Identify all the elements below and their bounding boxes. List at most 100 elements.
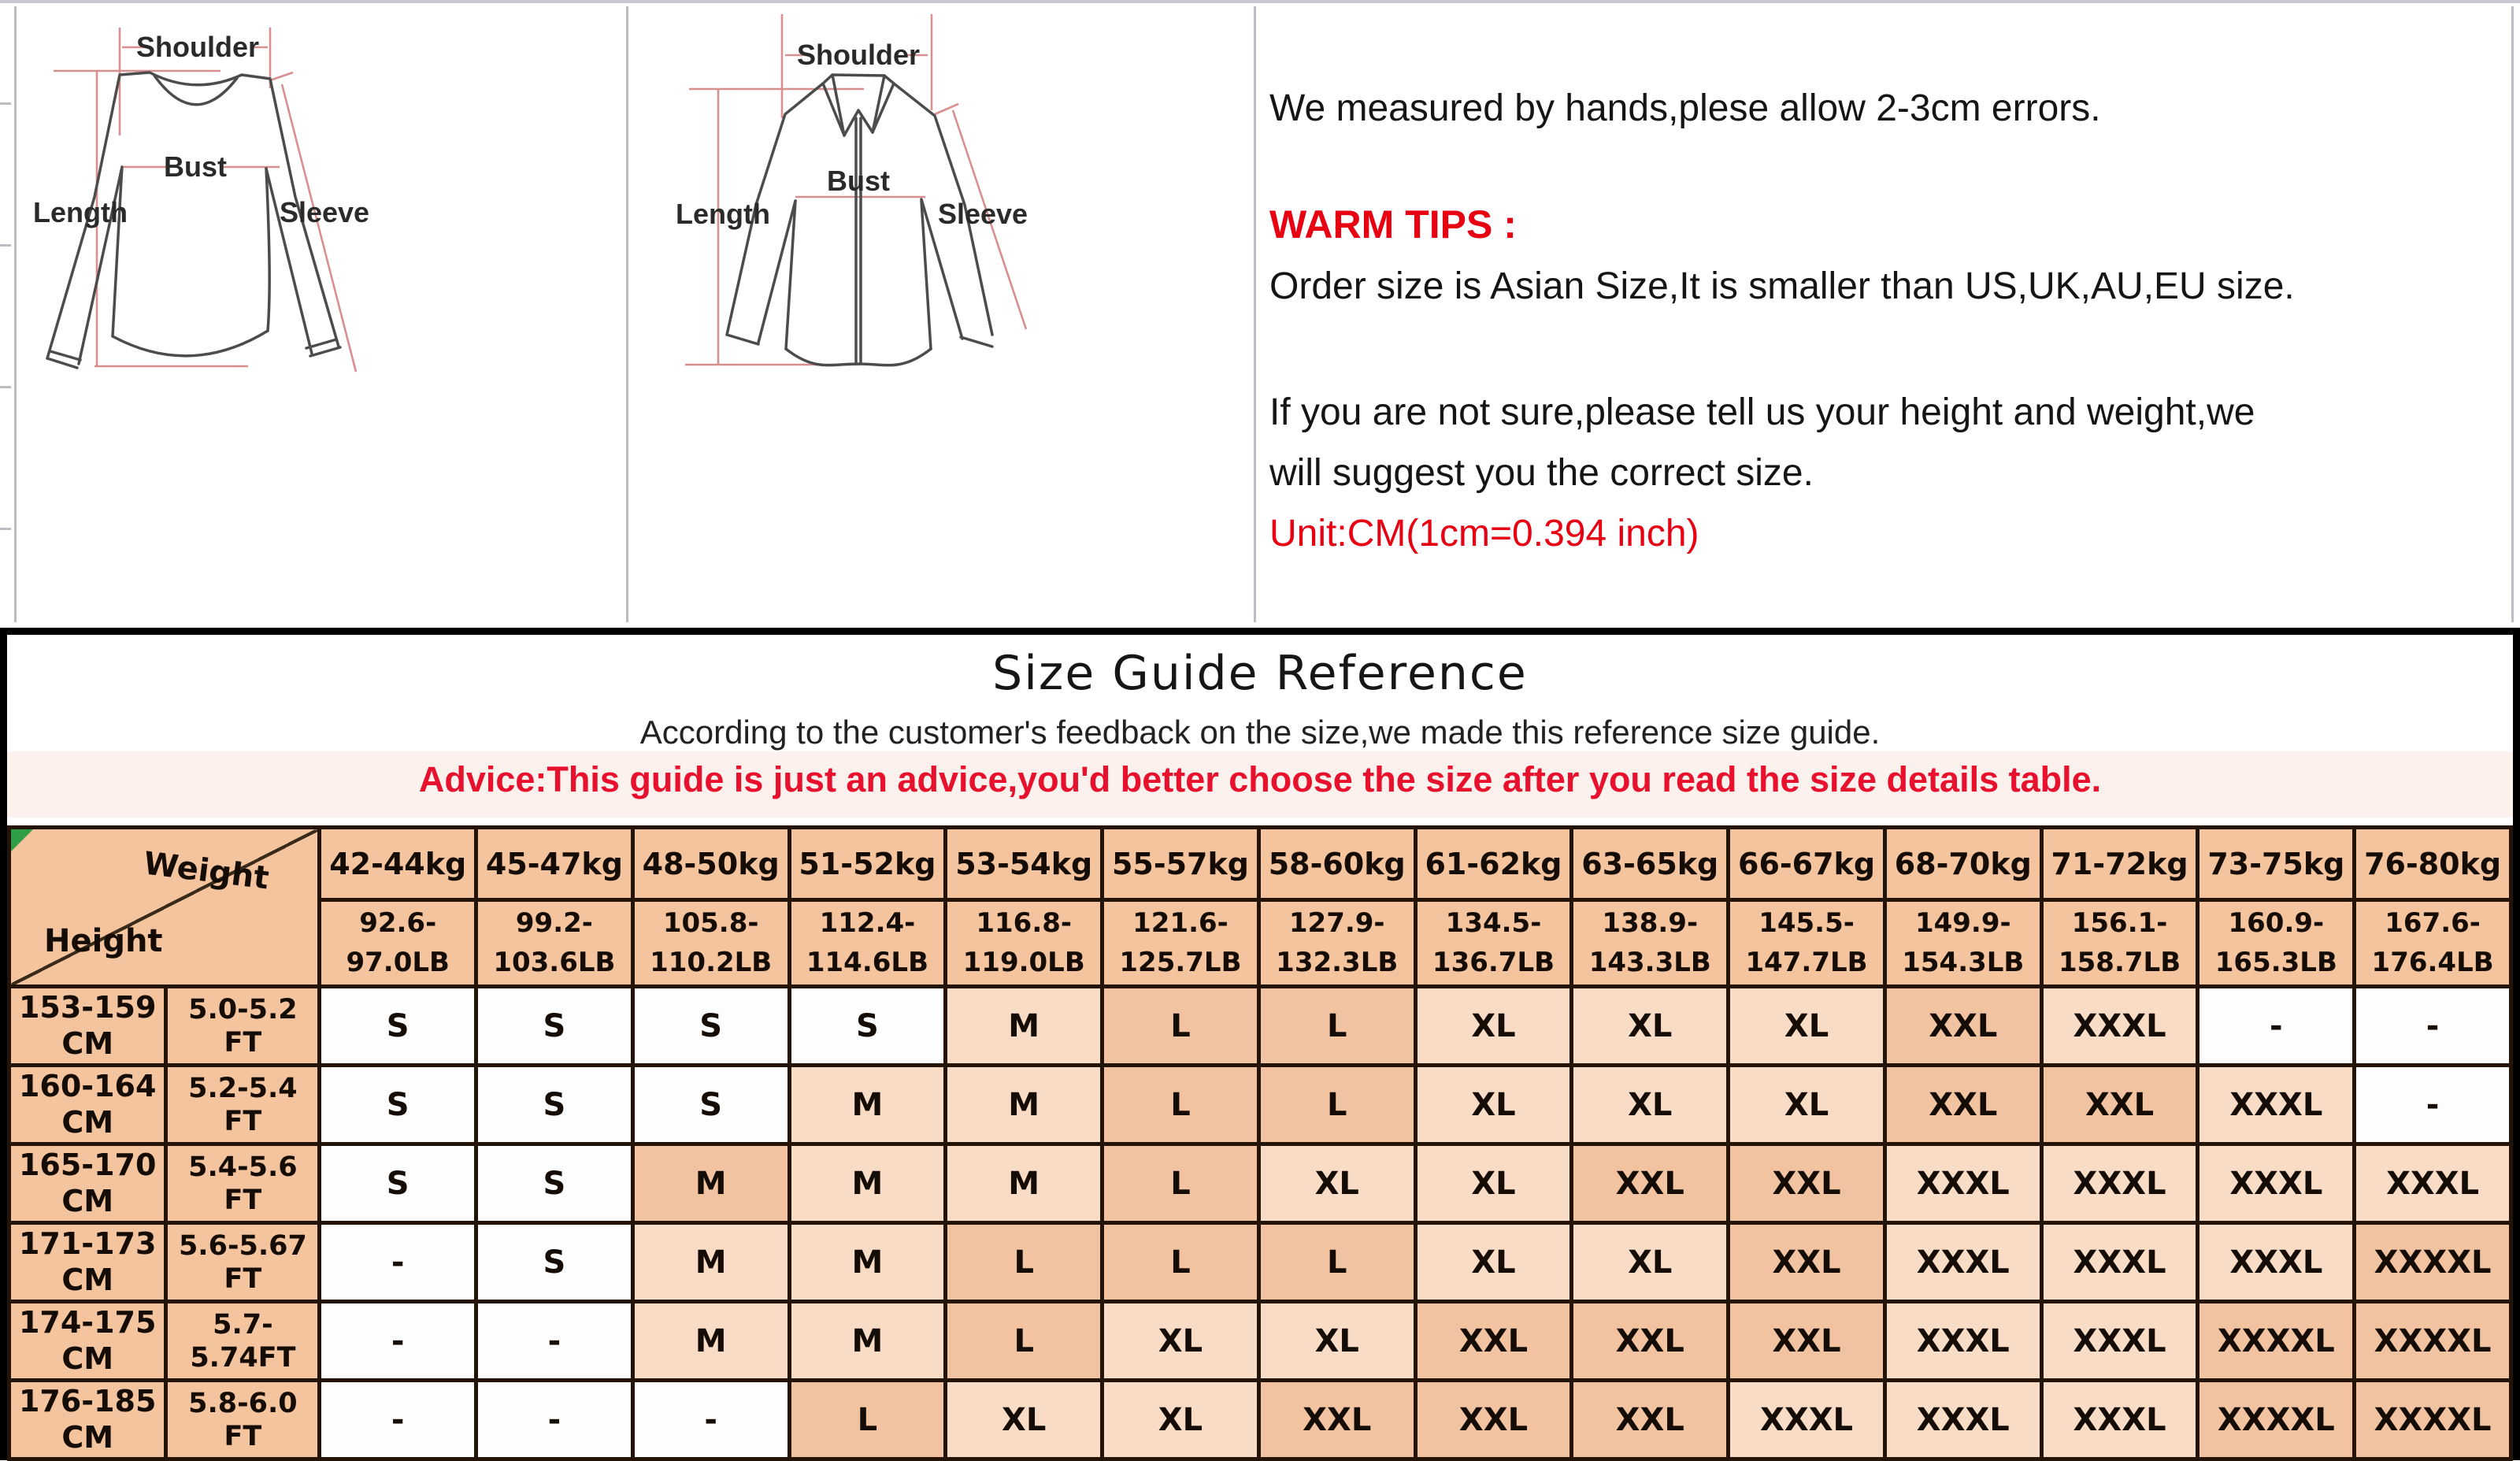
- size-cell: M: [630, 1142, 791, 1225]
- size-cell: XXXL: [2196, 1221, 2357, 1303]
- table-row: 165-170 CM 5.4-5.6 FT S S M M M L XL XL XXL XXL XXXL…: [6, 1142, 2513, 1225]
- height-cm-cell: 176-185 CM: [6, 1378, 169, 1461]
- weight-lb-header: 116.8- 119.0LB: [943, 898, 1105, 988]
- lb-range-bottom: 103.6LB: [493, 946, 616, 978]
- size-cell: M: [787, 1142, 948, 1225]
- tshirt-left-cuff: [46, 165, 124, 369]
- lb-range-bottom: 110.2LB: [650, 946, 773, 978]
- sleeve-label: Sleeve: [280, 196, 369, 228]
- size-cell: -: [474, 1300, 635, 1382]
- suggest-note-line1: If you are not sure,please tell us your …: [1269, 391, 2255, 433]
- top-border-line: [0, 0, 2520, 3]
- tshirt-neckline: [153, 74, 239, 106]
- panel-divider-2: [1254, 6, 1256, 622]
- size-cell: L: [1256, 985, 1418, 1067]
- size-cell: XL: [1726, 1063, 1887, 1146]
- suggest-note-line2: will suggest you the correct size.: [1269, 452, 1814, 494]
- weight-kg-header: 58-60kg: [1256, 825, 1418, 902]
- height-ft-cell: 5.0-5.2 FT: [164, 985, 322, 1067]
- size-cell: XXL: [1569, 1378, 1731, 1461]
- size-cell: -: [317, 1221, 479, 1303]
- tips-panel: We measured by hands,plese allow 2-3cm e…: [1269, 0, 2506, 628]
- weight-lb-header: 121.6- 125.7LB: [1100, 898, 1261, 988]
- size-cell: M: [787, 1221, 948, 1303]
- size-cell: L: [1256, 1221, 1418, 1303]
- lb-range-top: 138.9-: [1602, 907, 1699, 940]
- size-cell: XXXL: [1726, 1378, 1887, 1461]
- weight-lb-header: 105.8- 110.2LB: [630, 898, 791, 988]
- size-cell: S: [474, 1142, 635, 1225]
- table-row: 176-185 CM 5.8-6.0 FT - - - L XL XL XXL XXL XXL XXX…: [6, 1378, 2513, 1461]
- size-guide-title: Size Guide Reference: [992, 646, 1528, 701]
- size-cell: XL: [1100, 1378, 1261, 1461]
- lb-range-top: 149.9-: [1914, 907, 2011, 940]
- size-cell: XXXL: [2039, 1142, 2200, 1225]
- size-guide-advice: Advice:This guide is just an advice,you'…: [418, 759, 2102, 799]
- lb-range-top: 160.9-: [2228, 907, 2325, 940]
- shirt-placket: [854, 117, 862, 364]
- shoulder-label: Shoulder: [136, 31, 259, 63]
- weight-kg-header: 61-62kg: [1413, 825, 1574, 902]
- size-cell: XXXL: [2039, 1378, 2200, 1461]
- size-cell: XXXXL: [2196, 1378, 2357, 1461]
- panel-divider-1: [626, 6, 628, 622]
- size-cell: -: [474, 1378, 635, 1461]
- weight-kg-header: 68-70kg: [1882, 825, 2044, 902]
- size-cell: XL: [1726, 985, 1887, 1067]
- size-cell: XXXL: [2196, 1063, 2357, 1146]
- size-cell: XXXXL: [2196, 1300, 2357, 1382]
- size-cell: XL: [1413, 1221, 1574, 1303]
- weight-lb-header: 99.2- 103.6LB: [474, 898, 635, 988]
- size-cell: XXL: [1413, 1300, 1574, 1382]
- weight-kg-header: 42-44kg: [317, 825, 479, 902]
- size-cell: XL: [1569, 1221, 1731, 1303]
- size-guide-section: Size Guide Reference According to the cu…: [0, 628, 2520, 1461]
- height-cm-cell: 165-170 CM: [6, 1142, 169, 1225]
- size-reference-table: Weight Height 42-44kg 45-47kg 48-50kg 51-52kg…: [6, 825, 2513, 1461]
- height-ft-cell: 5.8-6.0 FT: [164, 1378, 322, 1461]
- size-cell: S: [474, 985, 635, 1067]
- lb-range-bottom: 132.3LB: [1276, 946, 1399, 978]
- shoulder-label: Shoulder: [797, 39, 920, 71]
- height-cm-cell: 153-159 CM: [6, 985, 169, 1067]
- size-cell: XXXXL: [2352, 1300, 2513, 1382]
- size-cell: -: [2352, 1063, 2513, 1146]
- size-cell: XL: [1413, 1063, 1574, 1146]
- lb-range-bottom: 158.7LB: [2058, 946, 2181, 978]
- size-cell: XXL: [1726, 1142, 1887, 1225]
- size-cell: -: [317, 1378, 479, 1461]
- bust-label: Bust: [164, 150, 227, 183]
- weight-kg-header: 55-57kg: [1100, 825, 1261, 902]
- size-cell: XXXL: [1882, 1142, 2044, 1225]
- warm-tips-heading: WARM TIPS :: [1269, 202, 1517, 247]
- sleeve-line: [934, 102, 1028, 330]
- size-cell: M: [943, 985, 1105, 1067]
- tshirt-left-side: [111, 165, 124, 338]
- size-cell: S: [317, 1142, 479, 1225]
- size-cell: XXXL: [2039, 1300, 2200, 1382]
- table-row: 174-175 CM 5.7-5.74FT - - M M L XL XL XXL XXL XXL XX…: [6, 1300, 2513, 1382]
- weight-lb-header: 127.9- 132.3LB: [1256, 898, 1418, 988]
- shirt-right-cuff: [920, 198, 994, 348]
- height-cm-cell: 160-164 CM: [6, 1063, 169, 1146]
- weight-lb-header: 160.9- 165.3LB: [2196, 898, 2357, 988]
- shirt-collar-inner: [831, 73, 886, 137]
- lb-range-top: 112.4-: [819, 907, 916, 940]
- size-cell: XXL: [2039, 1063, 2200, 1146]
- weight-kg-header: 66-67kg: [1726, 825, 1887, 902]
- shirt-measurement-diagram: Shoulder Bust Length Sleeve: [676, 14, 1028, 367]
- weight-kg-header: 63-65kg: [1569, 825, 1731, 902]
- size-cell: L: [1100, 985, 1261, 1067]
- lb-range-top: 145.5-: [1758, 907, 1855, 940]
- ruler-tick: [0, 102, 11, 105]
- green-corner-marker: [13, 831, 33, 851]
- weight-lb-header: 92.6- 97.0LB: [317, 898, 479, 988]
- measure-note: We measured by hands,plese allow 2-3cm e…: [1269, 87, 2101, 129]
- table-row: 153-159 CM 5.0-5.2 FT S S S S M L L XL XL XL XXL XXXL…: [6, 985, 2513, 1067]
- shirt-left-side: [784, 199, 797, 350]
- lb-range-top: 105.8-: [662, 907, 759, 940]
- size-cell: S: [630, 985, 791, 1067]
- tshirt-right-cuff: [265, 167, 342, 358]
- lb-range-top: 134.5-: [1445, 907, 1542, 940]
- left-frame-line: [14, 6, 17, 622]
